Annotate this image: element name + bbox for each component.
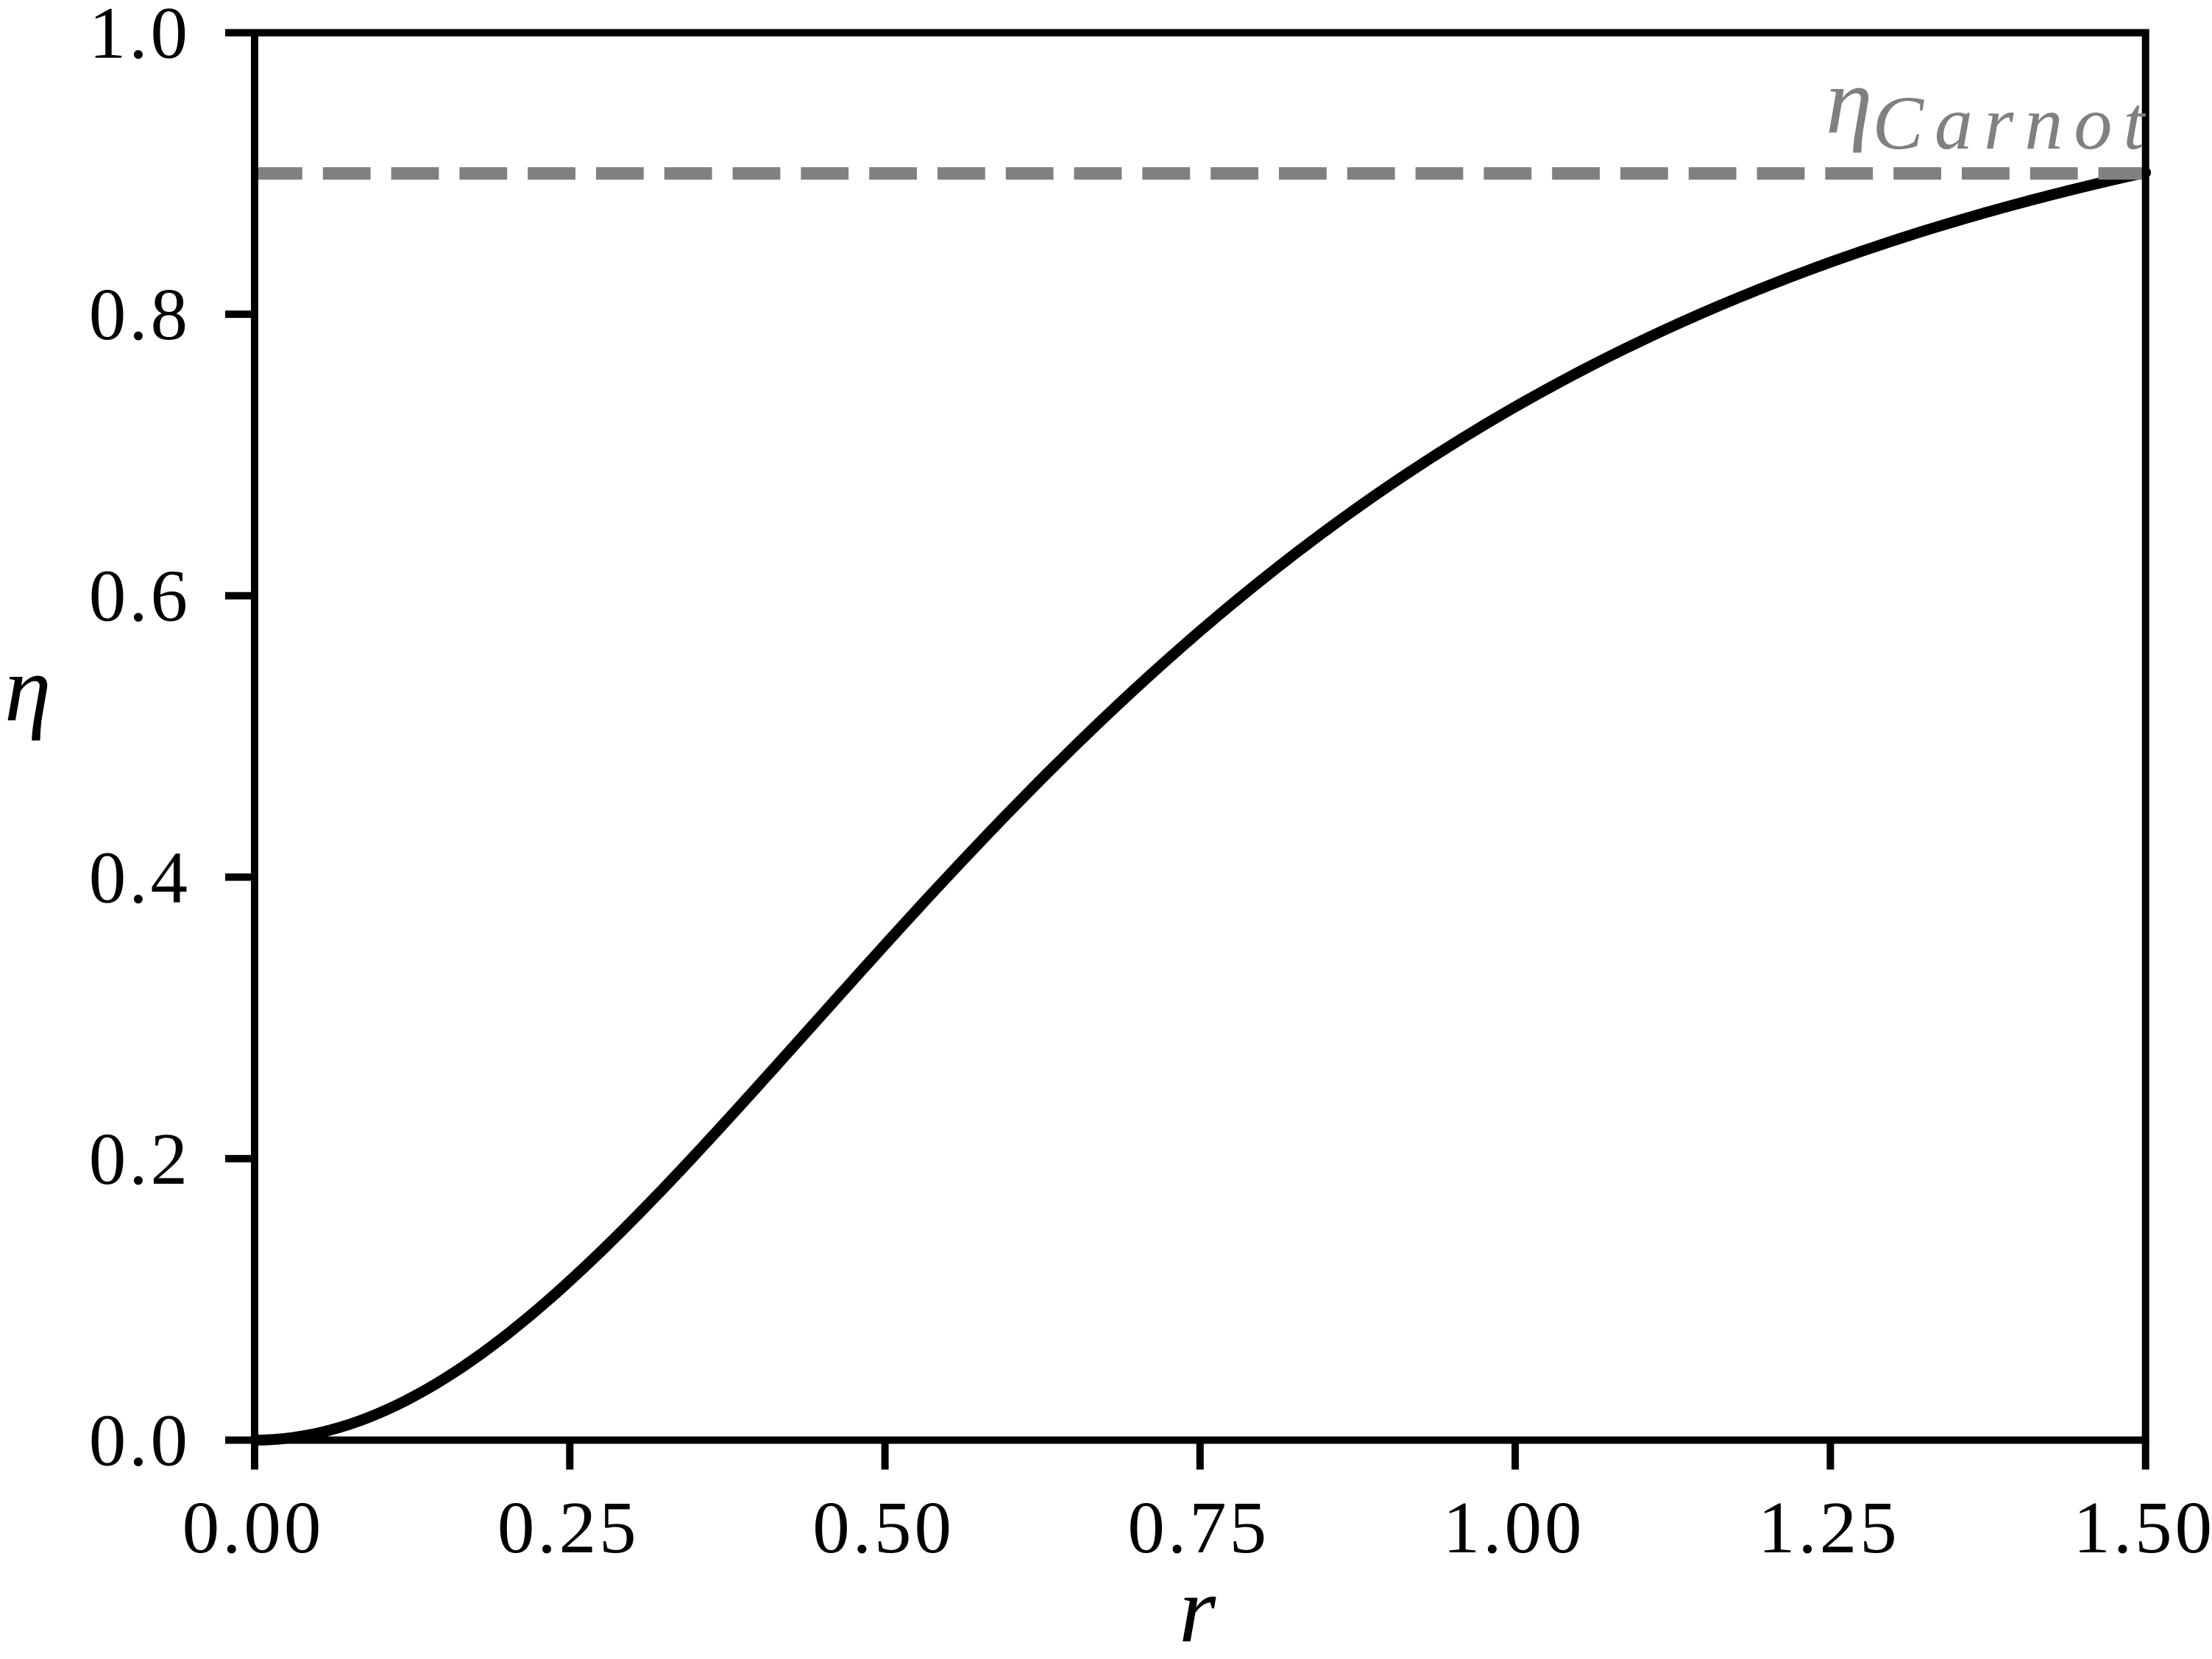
svg-text:0.00: 0.00 [182,1486,325,1569]
svg-text:r: r [1179,1557,1216,1655]
svg-text:0.8: 0.8 [89,273,191,355]
svg-text:1.50: 1.50 [2073,1486,2212,1569]
svg-text:1.00: 1.00 [1443,1486,1585,1569]
svg-text:0.75: 0.75 [1127,1486,1269,1569]
svg-text:0.2: 0.2 [89,1118,191,1200]
svg-text:0.0: 0.0 [89,1399,191,1482]
svg-text:0.4: 0.4 [89,836,191,918]
svg-text:1.25: 1.25 [1758,1486,1900,1569]
svg-text:η: η [4,636,52,741]
svg-text:1.0: 1.0 [89,0,191,74]
svg-text:0.6: 0.6 [89,555,191,637]
svg-text:0.50: 0.50 [812,1486,954,1569]
svg-text:0.25: 0.25 [497,1486,639,1569]
